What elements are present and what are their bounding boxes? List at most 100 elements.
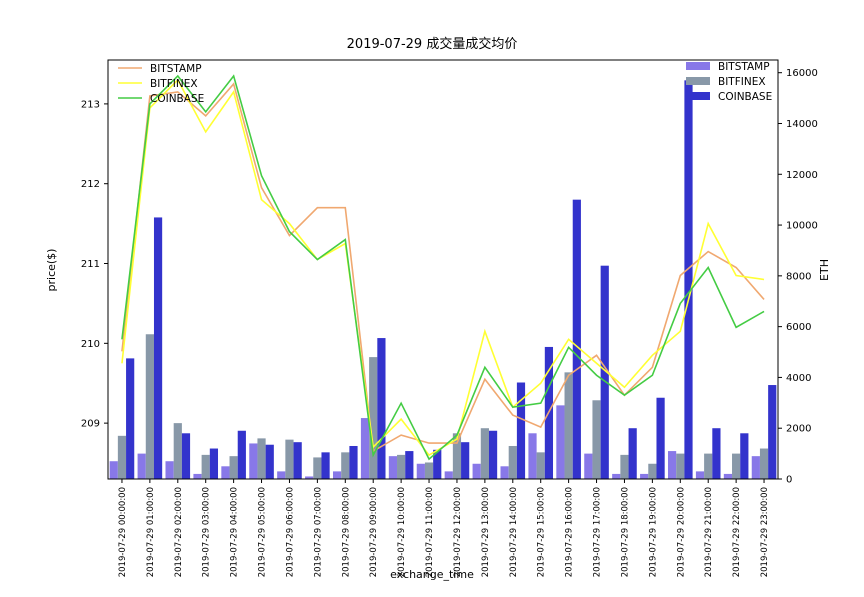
- y-right-tick-label: 14000: [786, 119, 818, 130]
- x-tick-label: 2019-07-29 07:00:00: [313, 487, 323, 577]
- bar-coinbase-4: [237, 430, 246, 479]
- bar-bitstamp-11: [416, 463, 425, 479]
- bar-bitfinex-20: [676, 453, 685, 479]
- legend-price-lines: BITSTAMP BITFINEX COINBASE: [118, 63, 204, 105]
- bar-bitfinex-21: [704, 453, 713, 479]
- legend-item-volume-bitfinex: BITFINEX: [686, 76, 766, 88]
- x-tick-label: 2019-07-29 23:00:00: [760, 487, 770, 577]
- bar-bitstamp-13: [472, 463, 481, 479]
- bar-bitstamp-0: [109, 461, 118, 479]
- y-left-tick-label: 212: [81, 179, 100, 190]
- x-tick-label: 2019-07-29 16:00:00: [565, 487, 575, 577]
- bar-coinbase-12: [461, 442, 470, 479]
- bar-coinbase-18: [628, 428, 637, 479]
- bar-bitfinex-23: [759, 448, 769, 479]
- legend-item-volume-coinbase: COINBASE: [686, 91, 772, 103]
- bar-bitfinex-3: [201, 454, 210, 479]
- bar-bitstamp-20: [667, 451, 677, 479]
- price-lines: [121, 74, 765, 461]
- bar-bitstamp-21: [695, 471, 705, 479]
- y-right-tick-label: 8000: [786, 271, 811, 282]
- bar-bitstamp-10: [388, 456, 398, 479]
- volume-bars: [109, 80, 777, 480]
- x-tick-label: 2019-07-29 00:00:00: [118, 487, 128, 577]
- bar-coinbase-22: [740, 433, 749, 479]
- legend-bar-swatch: [686, 62, 710, 70]
- bar-coinbase-10: [405, 451, 414, 479]
- bar-bitfinex-17: [592, 400, 601, 479]
- bar-bitfinex-11: [424, 462, 434, 479]
- y-right-tick-label: 12000: [786, 170, 818, 181]
- x-tick-label: 2019-07-29 21:00:00: [704, 487, 714, 577]
- legend-item-bitstamp: BITSTAMP: [118, 63, 202, 75]
- bar-bitstamp-22: [723, 473, 733, 479]
- bar-bitstamp-14: [500, 466, 509, 479]
- bar-bitstamp-19: [640, 473, 649, 479]
- y-right-tick-label: 10000: [786, 221, 818, 232]
- bar-bitfinex-5: [257, 438, 266, 479]
- bar-bitstamp-16: [556, 405, 565, 479]
- y-left-tick-label: 213: [81, 99, 100, 110]
- y-left-tick-label: 209: [81, 419, 100, 430]
- bar-coinbase-13: [488, 430, 498, 479]
- bar-bitfinex-12: [452, 433, 462, 479]
- bar-bitstamp-4: [221, 466, 230, 479]
- legend-item-bitfinex: BITFINEX: [118, 78, 198, 90]
- legend-label: COINBASE: [150, 93, 204, 105]
- bar-coinbase-1: [153, 217, 163, 479]
- legend-item-volume-bitstamp: BITSTAMP: [686, 61, 770, 73]
- bar-bitfinex-22: [732, 453, 741, 479]
- legend-bar-swatch: [686, 77, 710, 85]
- bar-bitstamp-17: [584, 453, 593, 479]
- line-bitfinex: [121, 78, 765, 457]
- bar-coinbase-5: [265, 444, 274, 479]
- legend-label: BITFINEX: [718, 76, 766, 88]
- bar-coinbase-6: [293, 442, 302, 479]
- bar-coinbase-16: [572, 199, 581, 480]
- bar-bitfinex-6: [285, 439, 294, 479]
- x-tick-label: 2019-07-29 13:00:00: [481, 487, 491, 577]
- x-tick-label: 2019-07-29 10:00:00: [397, 487, 407, 577]
- bar-bitstamp-18: [612, 473, 621, 479]
- bar-bitfinex-1: [145, 334, 154, 479]
- bar-coinbase-17: [600, 265, 609, 479]
- y-right-tick-label: 0: [786, 475, 792, 486]
- line-coinbase: [121, 74, 765, 461]
- plot-frame: [107, 59, 779, 480]
- line-bitstamp: [121, 82, 765, 453]
- bar-bitfinex-13: [480, 428, 489, 479]
- bar-coinbase-11: [433, 449, 442, 479]
- x-tick-label: 2019-07-29 03:00:00: [202, 487, 212, 577]
- x-tick-label: 2019-07-29 11:00:00: [425, 487, 435, 577]
- y-left-tick-label: 211: [81, 259, 100, 270]
- bar-bitfinex-7: [313, 457, 322, 479]
- bar-coinbase-0: [126, 358, 135, 479]
- bar-bitfinex-15: [536, 452, 545, 479]
- x-tick-label: 2019-07-29 02:00:00: [174, 487, 184, 577]
- x-tick-label: 2019-07-29 20:00:00: [676, 487, 686, 577]
- bar-bitfinex-9: [369, 357, 378, 479]
- axes: 209 210 211 212 213 0 2000 4000 6000 8000 10000 120…: [81, 59, 818, 577]
- bar-coinbase-14: [516, 382, 526, 479]
- legend-label: COINBASE: [718, 91, 772, 103]
- x-tick-label: 2019-07-29 14:00:00: [509, 487, 519, 577]
- legend-bar-swatch: [686, 92, 710, 100]
- bar-bitstamp-2: [165, 461, 174, 479]
- bar-bitfinex-0: [117, 435, 127, 479]
- x-tick-label: 2019-07-29 22:00:00: [732, 487, 742, 577]
- y-axis-label-left: price($): [45, 249, 58, 292]
- bar-bitstamp-15: [528, 433, 537, 479]
- bar-coinbase-8: [349, 445, 358, 479]
- y-right-tick-label: 16000: [786, 68, 818, 79]
- bar-bitfinex-4: [229, 456, 238, 479]
- y-right-tick-label: 4000: [786, 373, 811, 384]
- bar-bitfinex-18: [620, 454, 629, 479]
- legend-label: BITSTAMP: [150, 63, 202, 75]
- bar-bitstamp-12: [444, 471, 453, 479]
- bar-bitfinex-14: [508, 445, 517, 479]
- bar-bitstamp-5: [249, 443, 258, 479]
- bar-bitstamp-6: [277, 471, 286, 479]
- x-tick-label: 2019-07-29 18:00:00: [620, 487, 630, 577]
- legend-label: BITSTAMP: [718, 61, 770, 73]
- y-left-tick-label: 210: [81, 339, 100, 350]
